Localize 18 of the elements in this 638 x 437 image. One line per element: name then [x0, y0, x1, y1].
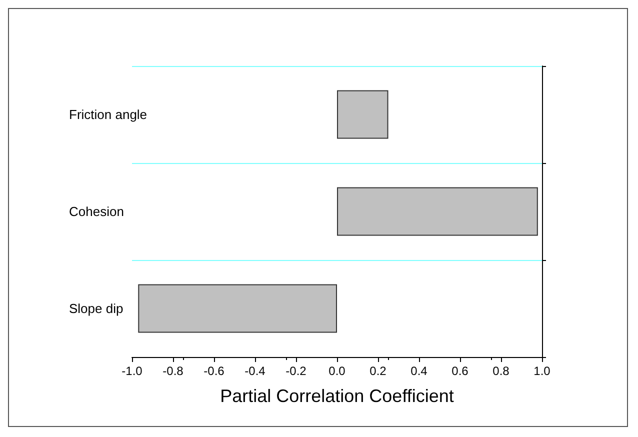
- x-tick-label: -0.4: [244, 364, 266, 378]
- x-tick-label: 1.0: [534, 364, 551, 378]
- y-tick-label: Slope dip: [69, 301, 124, 316]
- x-tick-label: 0.6: [452, 364, 469, 378]
- x-tick-label: 0.0: [328, 364, 346, 378]
- y-tick-label: Friction angle: [69, 107, 148, 122]
- x-axis-title: Partial Correlation Coefficient: [220, 386, 454, 406]
- x-tick-label: -0.6: [204, 364, 225, 378]
- bar: [138, 284, 337, 333]
- x-tick-label: -1.0: [122, 364, 143, 378]
- bar: [337, 90, 388, 139]
- bar: [337, 187, 538, 236]
- y-tick-label: Cohesion: [69, 204, 124, 219]
- x-tick-label: -0.8: [162, 364, 184, 378]
- x-tick-label: 0.8: [492, 364, 510, 378]
- x-tick-label: -0.2: [286, 364, 307, 378]
- x-tick-label: 0.4: [410, 364, 428, 378]
- x-tick-label: 0.2: [370, 364, 387, 378]
